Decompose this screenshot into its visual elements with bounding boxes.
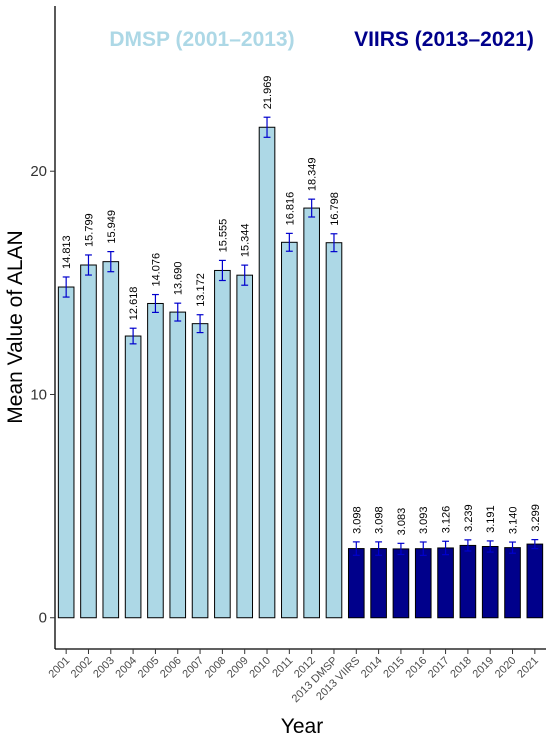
error-bar [486,540,494,553]
error-bar [375,541,383,556]
bar-2008 [214,269,231,619]
error-bar [308,198,316,218]
bar-2016 [414,548,432,619]
bar-2020 [504,547,521,619]
error-bar [107,251,115,273]
data-label: 3.126 [441,506,453,534]
error-bar [174,302,182,322]
x-tick-label: 2009 [225,655,251,681]
error-bar [62,276,70,298]
bar-2010 [258,126,276,619]
error-bar [263,116,271,138]
y-tick-label: 10 [30,386,47,403]
x-tick-label: 2007 [180,655,206,681]
data-label: 15.344 [240,223,252,257]
bar-2013-dmsp [325,242,343,619]
error-bar [397,542,405,556]
bar-2019 [481,545,499,619]
data-label: 14.076 [150,253,162,287]
bar-2003 [102,261,120,619]
error-bar [442,540,450,556]
y-axis-title: Mean Value of ALAN [4,230,27,423]
x-tick-label: 2017 [426,655,452,681]
bar-2018 [459,544,477,619]
error-bar [285,232,293,252]
bar-2005 [147,302,164,619]
data-label: 3.191 [485,505,497,533]
x-tick-label: 2005 [136,655,162,681]
bar-2017 [437,547,454,619]
bar-2001 [57,286,75,619]
x-tick-label: 2001 [46,655,72,681]
viirs-period-annotation: VIIRS (2013–2021) [354,28,534,51]
data-label: 18.349 [307,157,319,191]
data-label: 3.093 [418,506,430,534]
bars-layer [57,126,544,619]
error-bar [129,327,137,345]
x-tick-label: 2011 [270,655,295,680]
x-tick-label: 2018 [448,655,474,681]
error-bar [85,254,92,276]
x-axis: 2001200220032004200520062007200820092010… [46,648,546,705]
x-tick-label: 2020 [493,655,519,681]
bar-2013-viirs [347,548,365,619]
bar-2012 [303,207,320,619]
error-bar [330,233,338,253]
data-label: 14.813 [61,235,73,269]
bar-2011 [281,241,298,619]
data-label: 3.098 [351,506,363,534]
data-label: 16.798 [329,192,341,226]
bar-2014 [370,548,387,619]
data-label: 3.239 [463,504,475,532]
x-tick-label: 2006 [158,655,184,681]
x-tick-label: 2014 [359,655,385,681]
x-tick-label: 2003 [91,655,117,681]
error-bar [531,539,539,550]
x-tick-label: 2010 [247,655,273,681]
bar-2009 [236,274,254,619]
y-axis: 0 10 20 [30,6,56,649]
data-label: 13.690 [173,262,185,296]
x-tick-label: 2019 [471,655,497,681]
error-bar [241,264,249,286]
data-label: 3.140 [508,507,520,535]
data-label: 3.083 [396,508,408,536]
data-label: 3.299 [530,504,542,532]
bar-2015 [392,548,410,619]
data-label: 12.618 [128,287,140,321]
error-bar [509,541,516,554]
x-tick-label: 2016 [404,655,430,681]
data-label: 16.816 [284,192,296,226]
data-label: 15.799 [83,213,95,247]
data-label: 15.555 [217,219,229,253]
x-tick-label: 2008 [203,655,229,681]
error-bar [196,314,204,334]
bar-2004 [124,335,142,619]
bar-2006 [169,311,187,619]
bar-2007 [191,323,209,619]
x-axis-title: Year [281,715,323,738]
error-bar [419,541,427,556]
x-tick-label: 2002 [69,655,95,681]
error-bar [464,539,472,552]
y-tick-label: 0 [39,610,47,627]
x-tick-label: 2021 [515,655,541,681]
x-tick-label: 2015 [381,655,407,681]
bar-2002 [80,264,97,619]
y-tick-label: 20 [30,163,47,180]
data-label: 15.949 [106,210,118,244]
data-label: 13.172 [195,273,207,307]
error-bar [352,541,360,556]
data-label: 21.969 [262,76,274,110]
dmsp-period-annotation: DMSP (2001–2013) [109,28,294,51]
error-bars-layer [62,116,539,556]
data-label: 3.098 [374,506,386,534]
error-bar [151,293,159,314]
x-tick-label: 2004 [113,655,139,681]
bar-2021 [526,543,544,619]
error-bar [218,259,226,282]
data-labels-layer: 14.813 15.799 15.949 12.618 14.076 13.690 13.1… [61,76,542,536]
